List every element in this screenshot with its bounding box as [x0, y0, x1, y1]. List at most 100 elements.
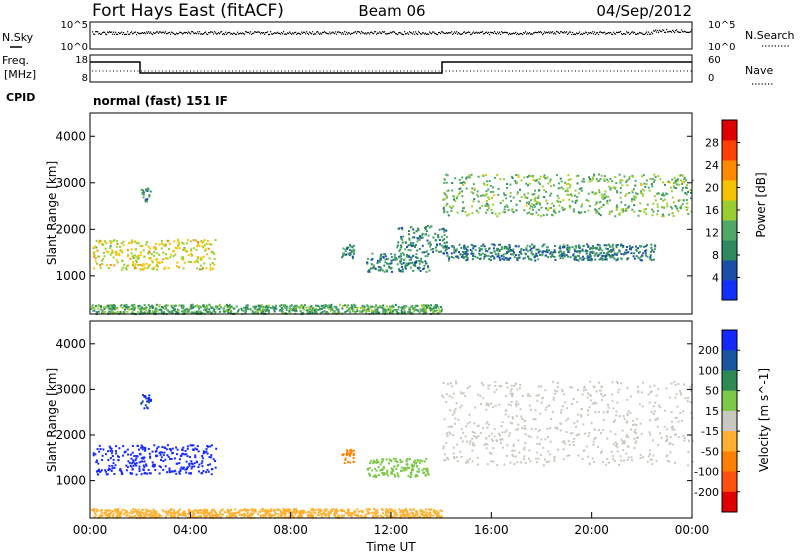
data-cell	[492, 247, 495, 250]
data-cell	[534, 418, 537, 421]
data-cell	[109, 247, 112, 250]
data-cell	[616, 243, 619, 246]
data-cell	[323, 310, 326, 313]
noise-point	[430, 32, 432, 34]
data-cell	[579, 250, 582, 253]
data-cell	[685, 208, 688, 211]
data-cell	[385, 458, 388, 461]
data-cell	[174, 246, 177, 249]
noise-point	[567, 33, 569, 35]
data-cell	[670, 410, 673, 413]
data-cell	[484, 247, 487, 250]
noise-point	[256, 31, 258, 34]
data-cell	[232, 307, 235, 310]
noise-point	[370, 31, 372, 33]
data-cell	[426, 467, 429, 470]
data-cell	[422, 472, 425, 475]
data-cell	[682, 383, 685, 386]
data-cell	[158, 253, 161, 256]
data-cell	[155, 515, 158, 518]
data-cell	[126, 264, 129, 267]
data-cell	[684, 179, 687, 182]
data-cell	[685, 186, 688, 189]
data-cell	[426, 306, 429, 309]
data-cell	[291, 308, 294, 311]
data-cell	[530, 258, 533, 261]
data-cell	[153, 250, 156, 253]
data-cell	[498, 403, 501, 406]
data-cell	[349, 311, 352, 314]
data-cell	[643, 208, 646, 211]
data-cell	[514, 180, 517, 183]
data-cell	[120, 510, 123, 513]
noise-point	[453, 32, 455, 34]
data-cell	[333, 311, 336, 314]
data-cell	[537, 196, 540, 199]
data-cell	[619, 244, 622, 247]
data-cell	[466, 252, 469, 255]
data-cell	[377, 474, 380, 477]
data-cell	[401, 311, 404, 314]
data-cell	[260, 303, 263, 306]
data-cell	[547, 182, 550, 185]
data-cell	[481, 244, 484, 247]
data-cell	[262, 514, 265, 517]
data-cell	[482, 243, 485, 246]
data-cell	[383, 307, 386, 310]
data-cell	[630, 456, 633, 459]
data-cell	[383, 467, 386, 470]
data-cell	[556, 386, 559, 389]
data-cell	[566, 193, 569, 196]
data-cell	[472, 247, 475, 250]
data-cell	[179, 468, 182, 471]
data-cell	[181, 449, 184, 452]
data-cell	[115, 450, 118, 453]
data-cell	[100, 259, 103, 262]
data-cell	[284, 508, 287, 511]
data-cell	[466, 257, 469, 260]
data-cell	[323, 512, 326, 515]
data-cell	[114, 251, 117, 254]
noise-point	[392, 31, 394, 33]
data-cell	[477, 175, 480, 178]
data-cell	[410, 471, 413, 474]
data-cell	[202, 312, 205, 315]
noise-point	[545, 32, 547, 34]
noise-point	[577, 33, 579, 35]
data-cell	[211, 261, 214, 264]
data-cell	[376, 458, 379, 461]
data-cell	[234, 511, 237, 514]
data-cell	[528, 457, 531, 460]
data-cell	[281, 312, 284, 315]
data-cell	[194, 456, 197, 459]
data-cell	[377, 460, 380, 463]
noise-point	[398, 32, 400, 34]
data-cell	[391, 304, 394, 307]
data-cell	[103, 255, 106, 258]
noise-point	[573, 33, 575, 36]
noise-point	[566, 31, 568, 33]
data-cell	[400, 244, 403, 247]
data-cell	[661, 215, 664, 218]
data-cell	[428, 269, 431, 272]
data-cell	[523, 455, 526, 458]
data-cell	[388, 311, 391, 314]
data-cell	[177, 243, 180, 246]
noise-point	[457, 33, 459, 35]
noise-point	[414, 33, 416, 35]
data-cell	[387, 307, 390, 310]
data-cell	[400, 466, 403, 469]
data-cell	[190, 462, 193, 465]
data-cell	[442, 245, 445, 248]
data-cell	[668, 460, 671, 463]
data-cell	[400, 258, 403, 261]
data-cell	[376, 511, 379, 514]
data-cell	[534, 254, 537, 257]
data-cell	[523, 446, 526, 449]
data-cell	[573, 258, 576, 261]
data-cell	[474, 406, 477, 409]
noise-point	[268, 33, 270, 36]
data-cell	[526, 197, 529, 200]
data-cell	[118, 254, 121, 257]
data-cell	[383, 270, 386, 273]
